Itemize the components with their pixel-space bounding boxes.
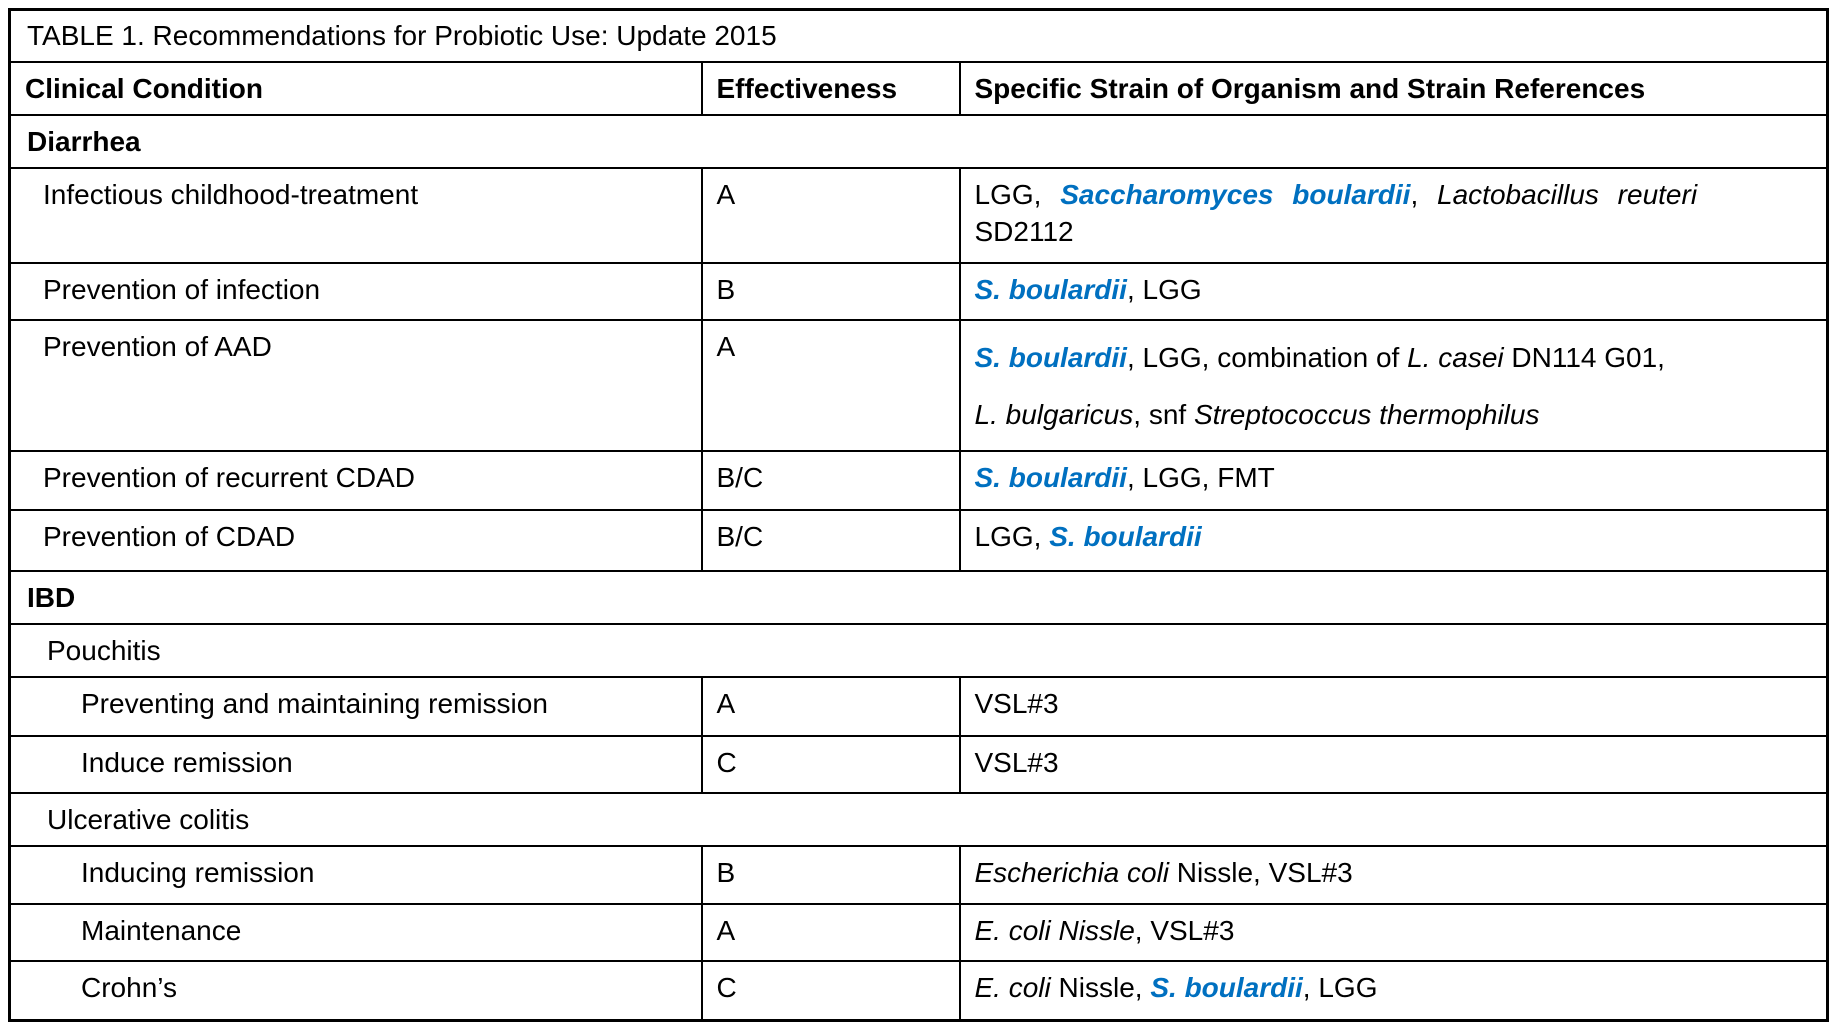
strain-segment: Nissle, VSL#3 <box>1169 856 1353 888</box>
table-row-section-ibd: IBD <box>8 569 1829 625</box>
table-row-section-diarrhea: Diarrhea <box>8 113 1829 169</box>
strains-cell: E. coli Nissle, VSL#3 <box>958 902 1829 962</box>
subsection-label: Pouchitis <box>8 622 1829 678</box>
strains-cell: LGG, Saccharomyces boulardii, Lactobacil… <box>958 166 1829 264</box>
strain-segment: VSL#3 <box>974 746 1059 778</box>
strain-segment: DN114 G01, <box>1503 341 1665 373</box>
effectiveness-cell: C <box>700 959 961 1022</box>
strains-cell: S. boulardii, LGG, FMT <box>958 449 1829 511</box>
effectiveness-cell: A <box>700 902 961 962</box>
table-row: Preventing and maintaining remission A V… <box>8 675 1829 737</box>
strain-segment: , LGG <box>1126 273 1202 305</box>
table-row: Maintenance A E. coli Nissle, VSL#3 <box>8 902 1829 962</box>
condition-cell: Preventing and maintaining remission <box>8 675 703 737</box>
condition-cell: Prevention of CDAD <box>8 508 703 572</box>
table-row: Prevention of AAD A S. boulardii, LGG, c… <box>8 318 1829 452</box>
strain-segment: Escherichia coli <box>974 856 1170 888</box>
strain-segment: LGG, <box>974 520 1050 552</box>
effectiveness-cell: A <box>700 166 961 264</box>
strains-cell: Escherichia coli Nissle, VSL#3 <box>958 844 1829 905</box>
condition-cell: Infectious childhood-treatment <box>8 166 703 264</box>
strain-segment: , <box>1410 178 1438 210</box>
table-row-subsection-ulcerative-colitis: Ulcerative colitis <box>8 791 1829 847</box>
condition-cell: Induce remission <box>8 734 703 794</box>
effectiveness-cell: C <box>700 734 961 794</box>
document-page: TABLE 1. Recommendations for Probiotic U… <box>8 8 1830 1022</box>
condition-cell: Prevention of recurrent CDAD <box>8 449 703 511</box>
strains-cell: VSL#3 <box>958 675 1829 737</box>
strain-segment: Nissle, <box>1050 971 1151 1003</box>
strain-segment: S. boulardii <box>974 273 1127 305</box>
table-row: Prevention of recurrent CDAD B/C S. boul… <box>8 449 1829 511</box>
effectiveness-cell: A <box>700 675 961 737</box>
strain-segment: Saccharomyces boulardii <box>1060 178 1411 210</box>
strain-segment: S. boulardii <box>1150 971 1303 1003</box>
table-title: TABLE 1. Recommendations for Probiotic U… <box>8 8 1829 63</box>
strain-segment: Lactobacillus reuteri <box>1437 178 1698 210</box>
strain-segment: L. bulgaricus <box>974 399 1134 431</box>
strain-segment: S. boulardii <box>974 461 1127 493</box>
strain-segment: , LGG, FMT <box>1126 461 1275 493</box>
effectiveness-cell: B/C <box>700 508 961 572</box>
strain-segment: S. boulardii <box>1049 520 1202 552</box>
effectiveness-cell: A <box>700 318 961 452</box>
subsection-label: Ulcerative colitis <box>8 791 1829 847</box>
strain-segment: , LGG <box>1302 971 1378 1003</box>
strain-segment: S. boulardii <box>974 341 1127 373</box>
strain-segment: SD2112 <box>974 215 1074 247</box>
effectiveness-cell: B <box>700 261 961 321</box>
table-row-subsection-pouchitis: Pouchitis <box>8 622 1829 678</box>
strain-segment: E. coli <box>974 971 1051 1003</box>
strains-cell: LGG, S. boulardii <box>958 508 1829 572</box>
strains-cell: S. boulardii, LGG <box>958 261 1829 321</box>
column-header-effectiveness: Effectiveness <box>700 60 961 116</box>
condition-cell: Prevention of infection <box>8 261 703 321</box>
table-row: Infectious childhood-treatment A LGG, Sa… <box>8 166 1829 264</box>
column-header-strains: Specific Strain of Organism and Strain R… <box>958 60 1829 116</box>
probiotic-recommendations-table: TABLE 1. Recommendations for Probiotic U… <box>8 8 1830 1022</box>
column-header-clinical-condition: Clinical Condition <box>8 60 703 116</box>
strain-segment: E. coli Nissle <box>974 914 1135 946</box>
strain-segment: VSL#3 <box>974 687 1059 719</box>
strain-segment: , LGG, combination of <box>1126 341 1408 373</box>
strain-segment: , snf <box>1133 399 1194 431</box>
condition-cell: Maintenance <box>8 902 703 962</box>
strains-cell: VSL#3 <box>958 734 1829 794</box>
table-row: Prevention of infection B S. boulardii, … <box>8 261 1829 321</box>
table-row: Crohn’s C E. coli Nissle, S. boulardii, … <box>8 959 1829 1022</box>
strains-cell: E. coli Nissle, S. boulardii, LGG <box>958 959 1829 1022</box>
table-row-title: TABLE 1. Recommendations for Probiotic U… <box>8 8 1829 63</box>
condition-cell: Crohn’s <box>8 959 703 1022</box>
strain-segment: Streptococcus thermophilus <box>1193 399 1540 431</box>
section-label: IBD <box>8 569 1829 625</box>
strain-segment: L. casei <box>1407 341 1504 373</box>
section-label: Diarrhea <box>8 113 1829 169</box>
strain-segment: LGG, <box>974 178 1061 210</box>
table-row: Prevention of CDAD B/C LGG, S. boulardii <box>8 508 1829 572</box>
table-row: Induce remission C VSL#3 <box>8 734 1829 794</box>
table-row: Inducing remission B Escherichia coli Ni… <box>8 844 1829 905</box>
table-row-header: Clinical Condition Effectiveness Specifi… <box>8 60 1829 116</box>
condition-cell: Prevention of AAD <box>8 318 703 452</box>
strains-cell: S. boulardii, LGG, combination of L. cas… <box>958 318 1829 452</box>
condition-cell: Inducing remission <box>8 844 703 905</box>
effectiveness-cell: B/C <box>700 449 961 511</box>
strain-segment: , VSL#3 <box>1134 914 1235 946</box>
effectiveness-cell: B <box>700 844 961 905</box>
